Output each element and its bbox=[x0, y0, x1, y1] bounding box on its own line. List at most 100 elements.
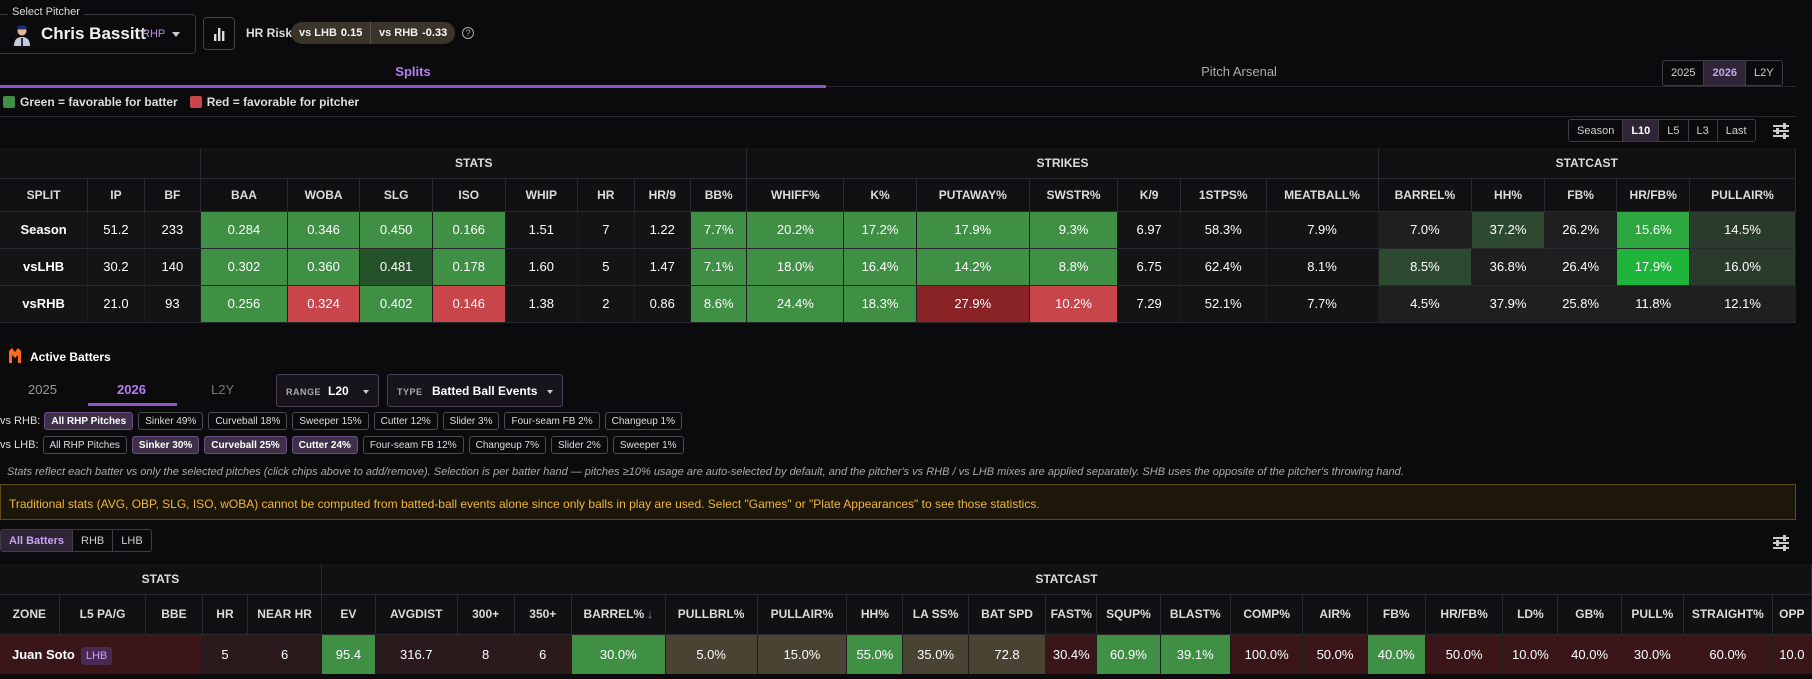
batter-tab-l2y[interactable]: L2Y bbox=[211, 382, 235, 397]
rhb-chip-slider-3-pct[interactable]: Slider 3% bbox=[442, 412, 500, 430]
col-header-ld-pct[interactable]: LD% bbox=[1502, 594, 1559, 635]
cell-slg: 0.450 bbox=[359, 211, 433, 249]
col-header-fb-pct[interactable]: FB% bbox=[1544, 178, 1618, 212]
col-header-ip[interactable]: IP bbox=[87, 178, 145, 212]
batter-tab-2025[interactable]: 2025 bbox=[28, 382, 57, 397]
range-l3-button[interactable]: L3 bbox=[1689, 120, 1718, 141]
col-header-meatball-pct[interactable]: MEATBALL% bbox=[1266, 178, 1379, 212]
lhb-chip-all-rhp-pitches[interactable]: All RHP Pitches bbox=[42, 436, 127, 454]
col-header-straight-pct[interactable]: STRAIGHT% bbox=[1683, 594, 1773, 635]
col-header-300[interactable]: 300+ bbox=[457, 594, 515, 635]
table-row[interactable]: Juan Soto LHB 5 6 95.4 316.7 8 6 30.0% 5.0% 15.0% 5… bbox=[0, 634, 1812, 674]
help-icon[interactable]: ? bbox=[462, 27, 474, 39]
col-header-whiff-pct[interactable]: WHIFF% bbox=[746, 178, 845, 212]
col-header-hr-fb-pct[interactable]: HR/FB% bbox=[1616, 178, 1690, 212]
col-header-barrel-pct[interactable]: BARREL% ↓ bbox=[571, 594, 666, 635]
rhb-chip-sweeper-15-pct[interactable]: Sweeper 15% bbox=[292, 412, 369, 430]
range-dropdown[interactable]: RANGE L20 bbox=[276, 374, 379, 407]
lhb-chip-slider-2-pct[interactable]: Slider 2% bbox=[551, 436, 608, 454]
lhb-chip-four-seam-fb-12-pct[interactable]: Four-seam FB 12% bbox=[362, 436, 464, 454]
lhb-chip-sinker-30-pct[interactable]: Sinker 30% bbox=[131, 436, 200, 454]
filter-rhb-button[interactable]: RHB bbox=[73, 530, 114, 551]
col-header-slg[interactable]: SLG bbox=[359, 178, 433, 212]
lhb-chip-sweeper-1-pct[interactable]: Sweeper 1% bbox=[612, 436, 684, 454]
settings-sliders-icon[interactable] bbox=[1773, 535, 1789, 551]
col-header-woba[interactable]: WOBA bbox=[287, 178, 361, 212]
group-statcast: STATCAST bbox=[321, 564, 1812, 595]
range-l10-button[interactable]: L10 bbox=[1623, 120, 1660, 141]
col-header-hr-9[interactable]: HR/9 bbox=[634, 178, 691, 212]
col-header-bat-spd[interactable]: BAT SPD bbox=[968, 594, 1047, 635]
lhb-chip-cutter-24-pct[interactable]: Cutter 24% bbox=[291, 436, 358, 454]
col-header-1stps-pct[interactable]: 1STPS% bbox=[1180, 178, 1267, 212]
col-header-avgdist[interactable]: AVGDIST bbox=[375, 594, 458, 635]
col-header-swstr-pct[interactable]: SWSTR% bbox=[1029, 178, 1119, 212]
season-2026-button[interactable]: 2026 bbox=[1704, 61, 1746, 85]
rhb-chip-changeup-1-pct[interactable]: Changeup 1% bbox=[604, 412, 683, 430]
col-header-bbe[interactable]: BBE bbox=[145, 594, 203, 635]
col-header-hr-fb-pct[interactable]: HR/FB% bbox=[1425, 594, 1504, 635]
cell-whiff-pct: 20.2% bbox=[746, 211, 845, 249]
col-header-zone[interactable]: ZONE bbox=[0, 594, 60, 635]
col-header-k-pct[interactable]: K% bbox=[843, 178, 917, 212]
col-header-label: BLAST% bbox=[1169, 607, 1221, 621]
col-header-350[interactable]: 350+ bbox=[514, 594, 572, 635]
col-header-split[interactable]: SPLIT bbox=[0, 178, 89, 212]
col-header-fb-pct[interactable]: FB% bbox=[1367, 594, 1426, 635]
col-header-hh-pct[interactable]: HH% bbox=[1471, 178, 1545, 212]
lhb-chip-curveball-25-pct[interactable]: Curveball 25% bbox=[204, 436, 287, 454]
tab-pitch-arsenal[interactable]: Pitch Arsenal bbox=[826, 64, 1652, 88]
col-header-hr[interactable]: HR bbox=[202, 594, 249, 635]
rhb-chip-all-rhp-pitches[interactable]: All RHP Pitches bbox=[44, 412, 134, 430]
col-header-fast-pct[interactable]: FAST% bbox=[1045, 594, 1098, 635]
col-header-pullbrl-pct[interactable]: PULLBRL% bbox=[665, 594, 758, 635]
col-header-la-ss-pct[interactable]: LA SS% bbox=[902, 594, 969, 635]
season-l2y-button[interactable]: L2Y bbox=[1753, 67, 1774, 79]
batter-tab-2026[interactable]: 2026 bbox=[117, 382, 146, 397]
col-header-putaway-pct[interactable]: PUTAWAY% bbox=[916, 178, 1030, 212]
table-row: vsRHB 21.0 93 0.256 0.324 0.402 0.146 1.38 2 0.86… bbox=[0, 285, 1796, 323]
lhb-chip-changeup-7-pct[interactable]: Changeup 7% bbox=[468, 436, 547, 454]
season-2025-button[interactable]: 2025 bbox=[1663, 61, 1705, 85]
col-header-bf[interactable]: BF bbox=[144, 178, 202, 212]
settings-sliders-icon[interactable] bbox=[1773, 123, 1789, 139]
col-header-squp-pct[interactable]: SQUP% bbox=[1096, 594, 1161, 635]
col-header-hr[interactable]: HR bbox=[577, 178, 635, 212]
cell-straight-pct: 60.0% bbox=[1683, 634, 1773, 674]
col-header-bb-pct[interactable]: BB% bbox=[690, 178, 748, 212]
col-header-pull-pct[interactable]: PULL% bbox=[1621, 594, 1684, 635]
col-header-whip[interactable]: WHIP bbox=[505, 178, 579, 212]
rhb-chip-curveball-18-pct[interactable]: Curveball 18% bbox=[208, 412, 288, 430]
type-dropdown[interactable]: TYPE Batted Ball Events bbox=[387, 374, 563, 407]
col-header-k-9[interactable]: K/9 bbox=[1117, 178, 1181, 212]
filter-lhb-button[interactable]: LHB bbox=[121, 534, 143, 547]
col-header-baa[interactable]: BAA bbox=[200, 178, 288, 212]
col-header-pullair-pct[interactable]: PULLAIR% bbox=[1689, 178, 1796, 212]
col-header-label: L5 PA/G bbox=[79, 607, 126, 621]
range-l5-button[interactable]: L5 bbox=[1659, 120, 1689, 141]
col-header-ev[interactable]: EV bbox=[321, 594, 376, 635]
col-header-gb-pct[interactable]: GB% bbox=[1557, 594, 1622, 635]
range-season-button[interactable]: Season bbox=[1569, 120, 1624, 141]
col-header-iso[interactable]: ISO bbox=[432, 178, 506, 212]
chevron-down-icon bbox=[363, 390, 369, 394]
tab-splits[interactable]: Splits bbox=[0, 64, 826, 88]
rhb-chip-four-seam-fb-2-pct[interactable]: Four-seam FB 2% bbox=[504, 412, 600, 430]
chart-view-button[interactable] bbox=[203, 17, 235, 50]
col-header-l5-pa-g[interactable]: L5 PA/G bbox=[59, 594, 147, 635]
col-header-opp[interactable]: OPP bbox=[1772, 594, 1812, 635]
filter-all-batters-button[interactable]: All Batters bbox=[1, 530, 74, 551]
col-header-near-hr[interactable]: NEAR HR bbox=[247, 594, 322, 635]
cell-fb-pct: 40.0% bbox=[1367, 634, 1426, 674]
rhb-chip-cutter-12-pct[interactable]: Cutter 12% bbox=[373, 412, 438, 430]
pitcher-select[interactable]: Select Pitcher Chris Bassitt RHP bbox=[0, 6, 196, 54]
col-header-blast-pct[interactable]: BLAST% bbox=[1160, 594, 1231, 635]
rhb-chip-sinker-49-pct[interactable]: Sinker 49% bbox=[138, 412, 204, 430]
range-last-button[interactable]: Last bbox=[1725, 124, 1747, 137]
col-header-comp-pct[interactable]: COMP% bbox=[1230, 594, 1304, 635]
col-header-hh-pct[interactable]: HH% bbox=[846, 594, 904, 635]
legend-green-text: Green = favorable for batter bbox=[20, 95, 178, 109]
col-header-air-pct[interactable]: AIR% bbox=[1302, 594, 1368, 635]
col-header-barrel-pct[interactable]: BARREL% bbox=[1378, 178, 1473, 212]
col-header-pullair-pct[interactable]: PULLAIR% bbox=[757, 594, 848, 635]
